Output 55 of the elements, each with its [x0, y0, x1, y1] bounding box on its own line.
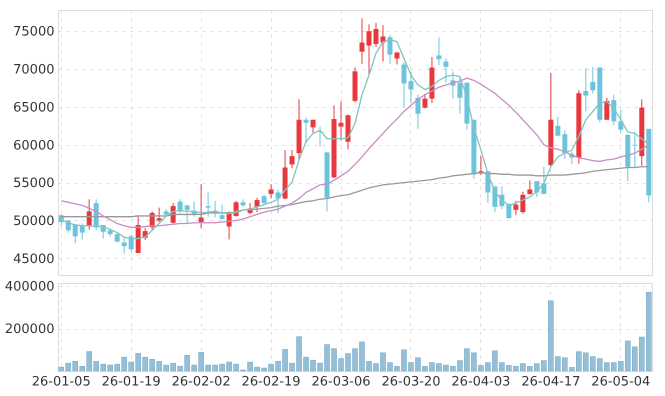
candlestick [520, 191, 526, 214]
candlestick [527, 180, 532, 196]
candlestick [268, 184, 274, 200]
x-tick-label: 26-01-19 [102, 374, 161, 390]
candlestick [156, 207, 162, 222]
candlestick [394, 52, 400, 66]
candlestick [72, 224, 78, 244]
candlestick [122, 236, 127, 254]
candlestick [304, 117, 309, 144]
y-tick-label: 60000 [13, 138, 54, 154]
candlestick [290, 150, 295, 169]
candlestick [611, 94, 616, 126]
line-series [60, 77, 650, 228]
candlestick [310, 119, 316, 134]
y-tick-label: 75000 [13, 24, 54, 40]
y-tick-label: 70000 [13, 62, 54, 78]
candlestick [262, 194, 267, 206]
candlestick [443, 58, 448, 84]
candlestick [422, 94, 428, 109]
x-tick-label: 26-02-02 [172, 374, 231, 390]
candlestick [583, 68, 588, 112]
y-tick-label: 50000 [13, 214, 54, 229]
candlestick [373, 22, 378, 48]
x-tick-label: 26-04-17 [521, 374, 580, 390]
candlestick [366, 24, 372, 76]
candlestick [80, 223, 85, 240]
x-tick-label: 26-05-04 [591, 374, 650, 390]
y-tick-label: 55000 [13, 176, 54, 192]
candlestick [436, 36, 442, 66]
candlestick [220, 204, 225, 220]
x-tick-label: 26-01-05 [32, 374, 91, 390]
candlestick [128, 234, 134, 252]
candlestick [541, 166, 546, 194]
candlestick [590, 66, 596, 94]
y-tick-label: 400000 [4, 280, 54, 295]
candlestick [604, 97, 610, 120]
candlestick [198, 184, 204, 229]
candlestick [206, 192, 211, 218]
y-tick-label: 65000 [13, 100, 54, 116]
candlestick [338, 101, 344, 141]
candlestick [513, 200, 518, 216]
x-tick-label: 26-03-20 [381, 374, 440, 390]
candlestick [401, 62, 406, 108]
candlestick [562, 130, 568, 160]
candlestick [359, 18, 364, 64]
x-tick-label: 26-04-03 [451, 374, 510, 390]
x-tick-label: 26-03-06 [312, 374, 371, 390]
x-tick-label: 26-02-19 [242, 374, 301, 390]
y-tick-label: 45000 [13, 252, 54, 267]
candlestick [457, 78, 462, 114]
candlestick [184, 204, 190, 224]
candlestick [408, 70, 414, 104]
y-tick-label: 200000 [4, 322, 54, 338]
candlestick [555, 116, 560, 137]
candlestick [254, 197, 260, 213]
